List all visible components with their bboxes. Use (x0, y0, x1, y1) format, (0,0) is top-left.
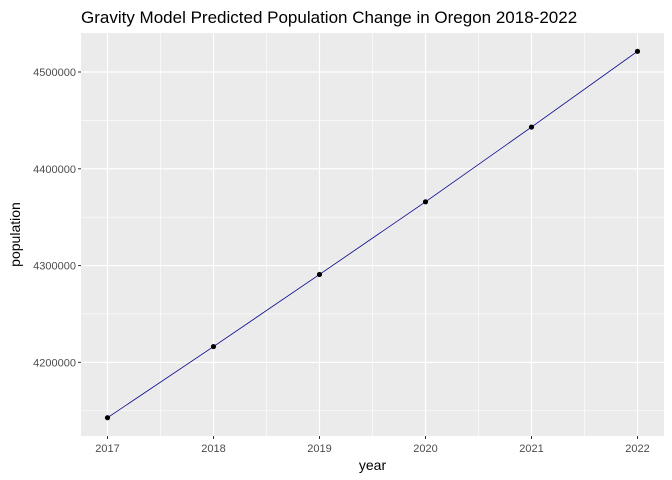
y-tick-label: 4400000 (33, 164, 76, 176)
data-point (210, 343, 217, 350)
y-axis-title: population (7, 202, 23, 267)
data-point (104, 415, 111, 421)
data-point (634, 48, 641, 54)
data-point (316, 271, 323, 278)
x-tick-label: 2021 (519, 443, 543, 455)
y-tick-label: 4300000 (33, 261, 76, 273)
x-tick-label: 2017 (95, 443, 119, 455)
x-tick-label: 2022 (625, 443, 649, 455)
data-point (528, 124, 535, 130)
x-tick-label: 2020 (413, 443, 437, 455)
x-tick-label: 2018 (201, 443, 225, 455)
grid-minor (81, 33, 664, 436)
x-axis-ticks: 2017 2018 2019 2020 2021 2022 (95, 436, 650, 455)
data-points (104, 48, 641, 421)
x-tick-label: 2019 (307, 443, 331, 455)
chart-title: Gravity Model Predicted Population Chang… (81, 8, 577, 27)
y-axis-ticks: 4200000 4300000 4400000 4500000 (33, 67, 81, 369)
y-tick-label: 4200000 (33, 357, 76, 369)
x-axis-title: year (359, 457, 387, 473)
series-line (107, 50, 638, 419)
data-point (422, 199, 429, 205)
grid-major (81, 33, 664, 436)
series-lines (107, 50, 638, 419)
y-tick-label: 4500000 (33, 67, 76, 79)
